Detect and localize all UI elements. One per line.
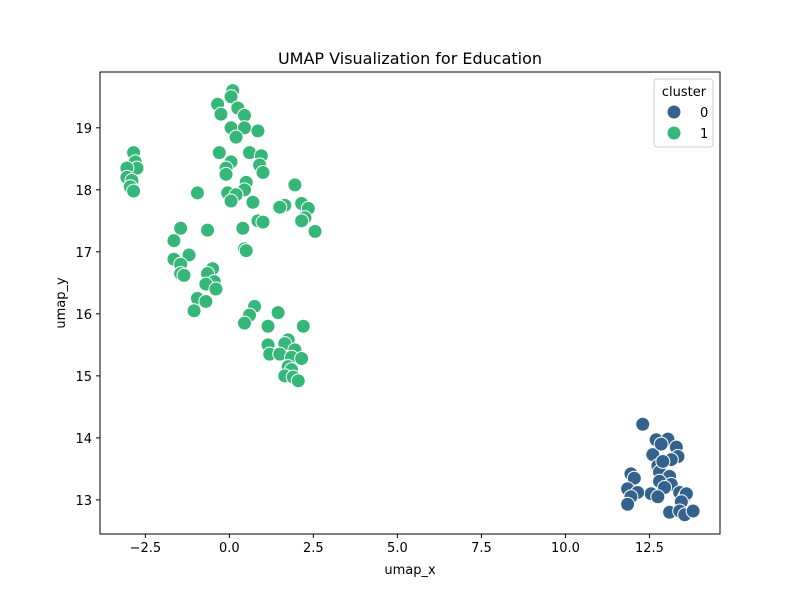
- x-tick-label: 10.0: [551, 541, 580, 556]
- data-point-cluster-1: [189, 185, 205, 201]
- x-tick-label: 5.0: [387, 541, 408, 556]
- x-axis: −2.5 0.0 2.5 5.0 7.5 10.0 12.5: [130, 534, 664, 556]
- data-point-cluster-0: [655, 453, 671, 469]
- data-point-cluster-1: [255, 214, 271, 230]
- data-point-cluster-1: [287, 177, 303, 193]
- data-point-cluster-1: [218, 166, 234, 182]
- data-point-cluster-1: [255, 164, 271, 180]
- y-tick-label: 14: [75, 432, 92, 447]
- legend-marker-cluster-1: [666, 125, 682, 141]
- x-tick-label: 12.5: [635, 541, 664, 556]
- data-point-cluster-0: [620, 496, 636, 512]
- data-point-cluster-0: [653, 436, 669, 452]
- data-point-cluster-1: [307, 223, 323, 239]
- data-point-cluster-1: [294, 351, 310, 367]
- data-point-cluster-1: [245, 194, 261, 210]
- data-point-cluster-1: [200, 222, 216, 238]
- data-point-cluster-1: [173, 220, 189, 236]
- y-axis-label: umap_y: [54, 277, 69, 329]
- data-point-cluster-1: [186, 303, 202, 319]
- plot-area-frame: [99, 71, 721, 535]
- chart-title: UMAP Visualization for Education: [278, 49, 542, 68]
- data-point-cluster-1: [223, 193, 239, 209]
- data-point-cluster-1: [295, 318, 311, 334]
- data-points: [119, 83, 701, 523]
- data-point-cluster-1: [260, 318, 276, 334]
- data-point-cluster-1: [223, 89, 239, 105]
- data-point-cluster-1: [198, 293, 214, 309]
- data-point-cluster-0: [626, 470, 642, 486]
- data-point-cluster-1: [176, 267, 192, 283]
- x-tick-label: −2.5: [130, 541, 162, 556]
- data-point-cluster-1: [166, 233, 182, 249]
- data-point-cluster-1: [290, 373, 306, 389]
- legend-marker-cluster-0: [666, 104, 682, 120]
- data-point-cluster-1: [126, 183, 142, 199]
- data-point-cluster-1: [213, 106, 229, 122]
- y-tick-label: 15: [75, 370, 92, 385]
- y-tick-label: 17: [75, 246, 92, 261]
- data-point-cluster-1: [228, 129, 244, 145]
- data-point-cluster-1: [270, 305, 286, 321]
- legend-label-cluster-1: 1: [700, 127, 708, 142]
- data-point-cluster-1: [208, 281, 224, 297]
- data-point-cluster-1: [272, 199, 288, 215]
- legend-label-cluster-0: 0: [700, 106, 708, 121]
- y-tick-label: 18: [75, 184, 92, 199]
- x-tick-label: 0.0: [219, 541, 240, 556]
- x-tick-label: 2.5: [303, 541, 324, 556]
- legend-title: cluster: [662, 85, 707, 100]
- legend: cluster 0 1: [653, 78, 714, 148]
- y-tick-label: 19: [75, 122, 92, 137]
- data-point-cluster-0: [635, 416, 651, 432]
- y-tick-label: 13: [75, 494, 92, 509]
- y-tick-label: 16: [75, 308, 92, 323]
- data-point-cluster-1: [238, 243, 254, 259]
- data-point-cluster-1: [250, 123, 266, 139]
- data-point-cluster-1: [294, 213, 310, 229]
- x-tick-label: 7.5: [471, 541, 492, 556]
- data-point-cluster-1: [236, 107, 252, 123]
- data-point-cluster-0: [650, 489, 666, 505]
- x-axis-label: umap_x: [384, 563, 436, 578]
- data-point-cluster-1: [235, 220, 251, 236]
- data-point-cluster-1: [181, 247, 197, 263]
- data-point-cluster-1: [236, 315, 252, 331]
- data-point-cluster-1: [211, 145, 227, 161]
- data-point-cluster-0: [685, 503, 701, 519]
- y-axis: 13 14 15 16 17 18 19: [75, 122, 100, 509]
